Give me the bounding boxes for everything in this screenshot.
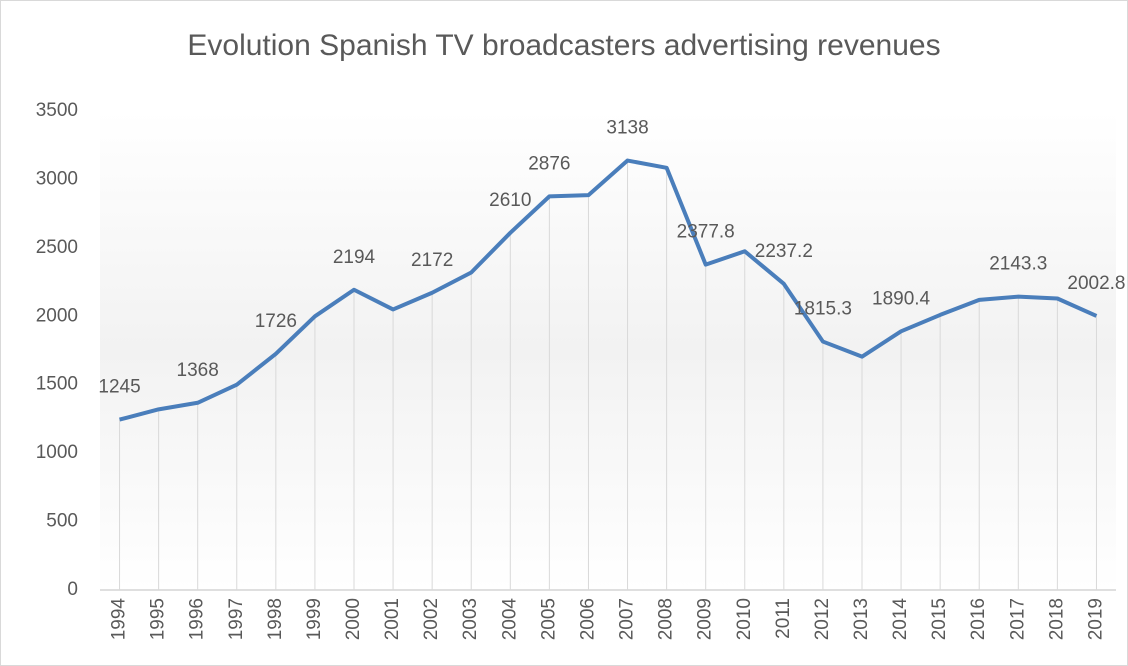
y-tick-label: 1500 xyxy=(36,374,78,395)
x-tick-label: 2009 xyxy=(695,598,716,640)
x-tick-label: 2007 xyxy=(617,598,638,640)
x-tick-label: 1999 xyxy=(304,598,325,640)
data-label: 2610 xyxy=(489,190,531,211)
x-tick-label: 1998 xyxy=(265,598,286,640)
data-label: 3138 xyxy=(606,118,648,139)
y-tick-label: 3000 xyxy=(36,168,78,189)
x-tick-label: 2019 xyxy=(1085,598,1106,640)
data-label: 1368 xyxy=(177,360,219,381)
x-tick-label: 2008 xyxy=(656,598,677,640)
y-tick-label: 2500 xyxy=(36,237,78,258)
x-tick-label: 2017 xyxy=(1007,598,1028,640)
chart-title: Evolution Spanish TV broadcasters advert… xyxy=(187,29,940,62)
x-tick-label: 2003 xyxy=(460,598,481,640)
x-tick-label: 2001 xyxy=(382,598,403,640)
y-tick-label: 3500 xyxy=(36,100,78,121)
x-tick-label: 2014 xyxy=(890,598,911,641)
x-tick-label: 2010 xyxy=(734,598,755,640)
x-tick-label: 2000 xyxy=(343,598,364,640)
data-label: 1245 xyxy=(98,377,140,398)
x-tick-label: 2016 xyxy=(968,598,989,640)
y-tick-label: 0 xyxy=(67,579,78,600)
data-label: 2002.8 xyxy=(1067,273,1125,294)
data-label: 2143.3 xyxy=(989,254,1047,275)
x-tick-label: 2005 xyxy=(538,598,559,640)
data-label: 2172 xyxy=(411,250,453,271)
x-tick-label: 1994 xyxy=(109,598,130,641)
data-label: 1726 xyxy=(255,311,297,332)
x-tick-label: 1997 xyxy=(226,598,247,640)
x-tick-label: 2002 xyxy=(421,598,442,640)
plot-area xyxy=(100,111,1116,590)
x-tick-label: 2018 xyxy=(1046,598,1067,640)
x-tick-label: 1996 xyxy=(187,598,208,640)
x-tick-label: 2015 xyxy=(929,598,950,640)
data-label: 2237.2 xyxy=(755,241,813,262)
x-tick-label: 2012 xyxy=(812,598,833,640)
x-tick-label: 2006 xyxy=(577,598,598,640)
x-tick-label: 1995 xyxy=(148,598,169,640)
x-tick-label: 2013 xyxy=(851,598,872,640)
y-tick-label: 500 xyxy=(46,511,78,532)
data-label: 2876 xyxy=(528,153,570,174)
data-label: 2194 xyxy=(333,247,376,268)
data-label: 2377.8 xyxy=(677,222,735,243)
y-tick-label: 1000 xyxy=(36,442,78,463)
x-tick-label: 2011 xyxy=(773,598,794,639)
x-tick-label: 2004 xyxy=(499,598,520,641)
data-label: 1815.3 xyxy=(794,299,852,320)
y-tick-label: 2000 xyxy=(36,305,78,326)
data-label: 1890.4 xyxy=(872,288,931,309)
line xyxy=(119,158,1098,422)
